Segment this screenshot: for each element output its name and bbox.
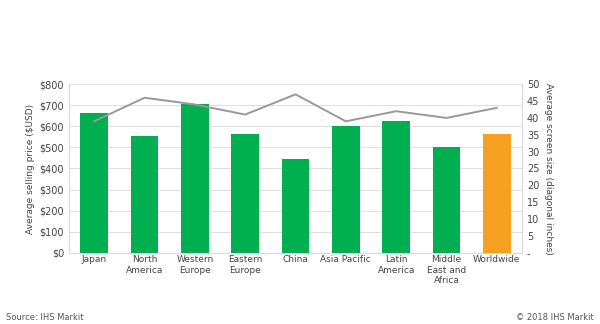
Bar [131, 136, 158, 253]
Bar [80, 113, 108, 253]
Bar [433, 147, 460, 253]
Text: Source: IHS Markit: Source: IHS Markit [6, 313, 83, 322]
Bar [483, 134, 511, 253]
Text: by region: by region [7, 46, 68, 56]
Text: Q1-18 Average selling price by new regional TV pricing & average screen size: Q1-18 Average selling price by new regio… [7, 15, 509, 25]
Y-axis label: Average screen size (diagonal inches): Average screen size (diagonal inches) [544, 83, 553, 254]
Bar [232, 134, 259, 253]
Text: © 2018 IHS Markit: © 2018 IHS Markit [516, 313, 594, 322]
Bar [281, 159, 310, 253]
Bar [332, 126, 359, 253]
Bar [181, 104, 209, 253]
Bar [382, 121, 410, 253]
Y-axis label: Average selling price ($USD): Average selling price ($USD) [26, 103, 35, 234]
